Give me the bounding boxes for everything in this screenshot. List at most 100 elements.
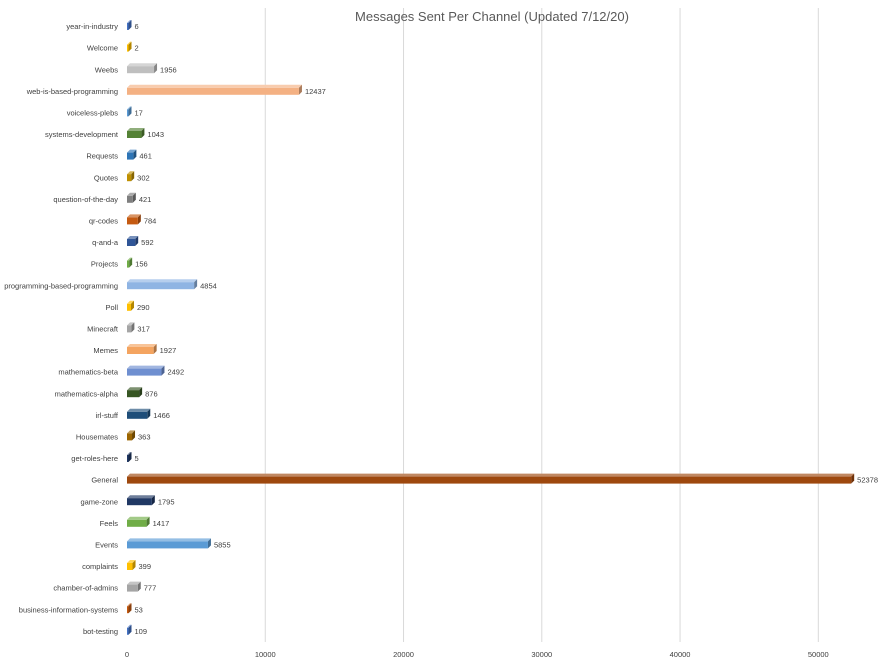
x-axis-ticks: 0 10000 20000 30000 40000 50000	[125, 650, 829, 659]
value-label: 592	[141, 238, 154, 247]
bar-top-face	[127, 279, 198, 283]
bar-front-face	[127, 519, 147, 527]
bar-front-face	[127, 217, 138, 225]
bar-mathematics-alpha	[127, 387, 143, 398]
bar-side-face	[133, 149, 137, 160]
category-label: Poll	[105, 303, 118, 312]
bar-General	[127, 473, 855, 484]
bar-front-face	[127, 23, 129, 30]
category-label: Requests	[86, 152, 118, 161]
bar-top-face	[127, 192, 136, 196]
value-label: 5855	[214, 541, 231, 550]
bar-front-face	[127, 411, 148, 419]
x-tick-label: 30000	[531, 650, 552, 659]
x-tick-label: 40000	[670, 650, 691, 659]
bar-side-face	[132, 560, 136, 570]
bar-question-of-the-day	[127, 192, 136, 203]
bar-top-face	[127, 128, 145, 131]
value-label: 1043	[147, 130, 164, 139]
bar-front-face	[127, 239, 136, 246]
bar-programming-based-programming	[127, 279, 198, 290]
bar-front-face	[127, 433, 133, 441]
bar-top-face	[127, 538, 211, 542]
bar-front-face	[127, 260, 130, 268]
category-label: chamber-of-admins	[53, 584, 118, 593]
bar-top-face	[127, 322, 135, 326]
bar-front-face	[127, 541, 208, 549]
bar-front-face	[127, 347, 154, 354]
value-label: 2492	[167, 368, 184, 377]
bar-Requests	[127, 149, 137, 160]
bars	[127, 20, 855, 635]
bar-front-face	[127, 131, 142, 138]
category-label: business-information-systems	[19, 605, 118, 614]
bar-side-face	[131, 171, 135, 182]
category-label: Events	[95, 541, 118, 550]
bar-front-face	[127, 390, 140, 398]
bar-front-face	[127, 66, 155, 74]
bar-top-face	[127, 430, 136, 434]
value-label: 1466	[153, 411, 170, 420]
value-label: 1417	[153, 519, 170, 528]
bar-side-face	[147, 408, 151, 419]
bar-front-face	[127, 282, 195, 290]
gridlines	[264, 8, 819, 642]
bar-top-face	[127, 149, 137, 153]
bar-bot-testing	[127, 624, 132, 635]
category-label: qr-codes	[89, 217, 118, 226]
bar-top-face	[127, 624, 132, 628]
bar-top-face	[127, 452, 132, 455]
chart-title: Messages Sent Per Channel (Updated 7/12/…	[355, 9, 629, 24]
bar-side-face	[131, 322, 135, 333]
bar-q-and-a	[127, 236, 139, 246]
bar-Minecraft	[127, 322, 135, 333]
bar-top-face	[127, 171, 135, 175]
value-label: 4854	[200, 281, 217, 290]
category-label: question-of-the-day	[53, 195, 118, 204]
bar-web-is-based-programming	[127, 84, 302, 95]
bar-side-face	[129, 257, 133, 268]
category-label: General	[91, 476, 118, 485]
bar-top-face	[127, 560, 136, 563]
bar-Housemates	[127, 430, 136, 441]
value-label: 6	[135, 22, 139, 31]
bar-chamber-of-admins	[127, 581, 141, 592]
bar-side-face	[161, 365, 165, 376]
value-label: 1927	[160, 346, 177, 355]
category-label: Memes	[93, 346, 118, 355]
value-label: 461	[139, 152, 152, 161]
value-label: 17	[135, 109, 143, 118]
value-label: 109	[135, 627, 148, 636]
value-label: 290	[137, 303, 150, 312]
bar-top-face	[127, 84, 302, 88]
bar-Poll	[127, 300, 135, 311]
x-tick-label: 20000	[393, 650, 414, 659]
bar-Feels	[127, 516, 150, 527]
bar-top-face	[127, 408, 151, 412]
category-label: bot-testing	[83, 627, 118, 636]
bar-Welcome	[127, 41, 132, 52]
bar-qr-codes	[127, 214, 141, 225]
bar-year-in-industry	[127, 20, 132, 30]
bar-irl-stuff	[127, 408, 151, 419]
category-label: mathematics-beta	[58, 368, 118, 377]
bar-Events	[127, 538, 211, 549]
category-label: Quotes	[94, 173, 118, 182]
category-label: systems-development	[45, 130, 119, 139]
bar-side-face	[132, 192, 136, 203]
bar-front-face	[127, 325, 132, 333]
bar-top-face	[127, 257, 133, 261]
bar-side-face	[151, 495, 155, 506]
bar-side-face	[128, 106, 132, 117]
value-label: 363	[138, 433, 151, 442]
value-label: 52378	[857, 476, 878, 485]
category-label: get-roles-here	[71, 454, 118, 463]
bar-side-face	[207, 538, 211, 549]
x-tick-label: 50000	[808, 650, 829, 659]
bar-side-face	[146, 516, 150, 527]
x-tick-label: 0	[125, 650, 129, 659]
bar-front-face	[127, 195, 133, 203]
bar-top-face	[127, 344, 157, 347]
category-labels: year-in-industry Welcome Weebs web-is-based…	[4, 22, 119, 636]
